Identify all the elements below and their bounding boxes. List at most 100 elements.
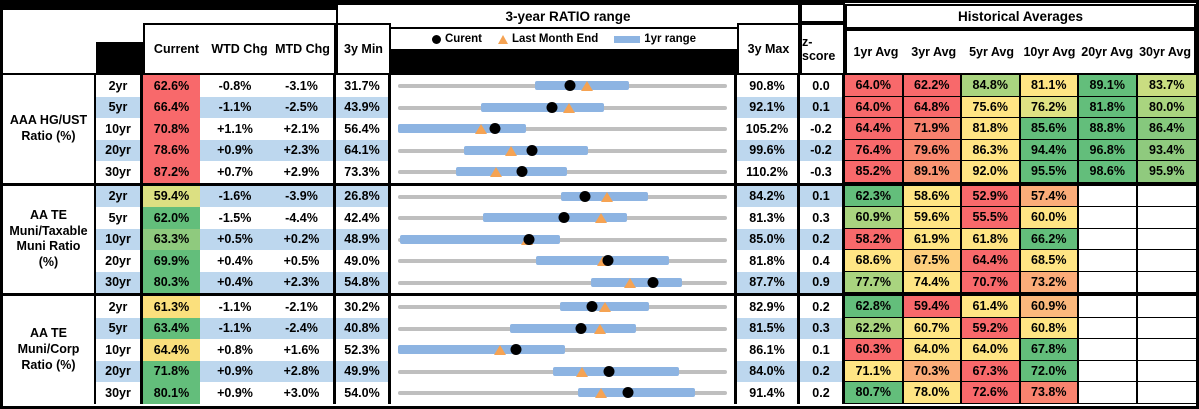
3y-min-cell: 54.8%	[336, 271, 391, 293]
wtd-chg-cell: -1.1%	[218, 299, 252, 314]
hist-avg-cell: 71.1%	[845, 360, 904, 382]
hist-avg-cell: 60.3%	[845, 339, 904, 361]
hist-avg-cell: 60.8%	[1020, 317, 1079, 339]
3y-min-cell: 26.8%	[336, 185, 391, 207]
range-chart-cell	[391, 382, 737, 404]
hist-avg-cell: 73.8%	[1020, 382, 1079, 404]
hist-avg-cell	[1079, 250, 1138, 272]
hist-avg-cell: 89.1%	[903, 161, 962, 183]
current-cell: 71.8%	[143, 360, 200, 382]
3y-max-cell: 105.2%	[737, 118, 800, 140]
mtd-chg-cell: +2.3%	[270, 271, 336, 293]
last-month-end-triangle-icon	[498, 34, 509, 44]
wtd-chg-cell: +0.9%	[200, 360, 270, 382]
hist-avg-cell: 59.4%	[903, 296, 962, 318]
hist-avg-cell: 64.4%	[962, 250, 1021, 272]
range-chart-cell	[391, 317, 737, 339]
wtd-chg-cell: -1.1%	[200, 317, 270, 339]
current-dot	[510, 344, 522, 355]
tenor-cell: 30yr	[96, 271, 143, 293]
chart-header-black-band	[391, 49, 737, 75]
tenor-cell: 10yr	[96, 228, 143, 250]
hist-avg-cell	[1079, 207, 1138, 229]
z-score-cell: 0.2	[800, 382, 845, 404]
current-cell: 64.4%	[143, 339, 200, 361]
hist-avg-cell: 86.3%	[962, 139, 1021, 161]
tenor-cell: 20yr	[96, 250, 143, 272]
hist-avg-cell	[1137, 250, 1196, 272]
current-cell: 80.1%	[143, 382, 200, 404]
range-plot	[398, 75, 727, 97]
3y-max-cell: 90.8%	[737, 75, 800, 97]
3y-min-cell: 54.0%	[336, 382, 391, 404]
hist-avg-cell: 72.0%	[1020, 360, 1079, 382]
hist-avg-cell: 67.5%	[903, 250, 962, 272]
range-track	[398, 280, 727, 285]
hist-avg-cell	[1137, 296, 1196, 318]
5yr-avg-column-header: 5yr Avg	[969, 45, 1015, 59]
z-score-cell: -0.2	[800, 139, 845, 161]
hist-avg-cell	[1079, 228, 1138, 250]
z-score-cell: 0.1	[800, 185, 845, 207]
current-cell: 70.8%	[143, 118, 200, 140]
hist-avg-cell: 76.4%	[845, 139, 904, 161]
range-plot	[398, 97, 727, 119]
hist-avg-cell: 62.3%	[845, 185, 904, 207]
tenor-cell: 20yr	[96, 360, 143, 382]
hist-avg-cell: 64.8%	[903, 96, 962, 118]
z-score-cell: 0.4	[800, 250, 845, 272]
range-plot	[398, 207, 727, 229]
current-dot	[526, 144, 538, 156]
z-score-cell: 0.3	[800, 317, 845, 339]
hist-avg-cell: 96.8%	[1079, 139, 1138, 161]
current-dot	[575, 322, 587, 334]
hist-avg-cell: 66.2%	[1020, 228, 1079, 250]
hist-avg-cell: 71.9%	[903, 118, 962, 140]
range-chart-cell	[391, 228, 737, 250]
3y-min-cell: 30.2%	[336, 296, 391, 318]
hist-avg-cell	[1137, 317, 1196, 339]
current-cell: 62.6%	[143, 75, 200, 97]
chart-section-title: 3-year RATIO range	[336, 3, 800, 29]
hist-avg-cell: 74.4%	[903, 271, 962, 293]
hist-avg-cell: 64.4%	[845, 118, 904, 140]
3y-min-cell: 40.8%	[336, 317, 391, 339]
hist-avg-cell: 64.0%	[962, 339, 1021, 361]
range-chart-cell	[391, 139, 737, 161]
wtd-chg-cell: -1.1%	[200, 96, 270, 118]
top-black-bar	[3, 3, 336, 10]
tenor-cell: 30yr	[96, 161, 143, 183]
historical-averages-columns-header: 1yr Avg 3yr Avg 5yr Avg 10yr Avg 20yr Av…	[845, 29, 1196, 75]
range-chart-cell	[391, 250, 737, 272]
hist-avg-cell: 78.0%	[903, 382, 962, 404]
table-body: AAA HG/UST Ratio (%) 2yr 62.6% -0.8% -3.1% 31…	[3, 75, 1196, 404]
mtd-chg-cell: -3.1%	[270, 75, 336, 97]
current-dot-icon	[431, 34, 441, 44]
wtd-chg-cell: +0.9%	[200, 139, 270, 161]
1yr-range-bar	[509, 323, 637, 333]
3y-min-cell: 31.7%	[336, 75, 391, 97]
tenor-cell: 2yr	[96, 185, 143, 207]
hist-avg-cell	[1079, 382, 1138, 404]
range-plot	[398, 186, 727, 208]
hist-avg-cell: 68.5%	[1020, 250, 1079, 272]
current-dot	[602, 255, 614, 266]
hist-avg-cell: 58.6%	[903, 185, 962, 207]
hist-avg-cell	[1079, 271, 1138, 293]
wtd-chg-cell: -1.5%	[218, 210, 252, 225]
hist-avg-cell: 84.8%	[962, 75, 1021, 97]
3y-min-cell: 56.4%	[336, 118, 391, 140]
legend-1yr-range-label: 1yr range	[644, 33, 697, 45]
tenor-cell: 5yr	[96, 207, 143, 229]
historical-averages-title: Historical Averages	[845, 4, 1196, 29]
wtd-chg-cell: -1.6%	[200, 185, 270, 207]
current-cell: 63.3%	[143, 228, 200, 250]
mtd-chg-column-header: MTD Chg	[275, 42, 330, 56]
tenor-cell: 5yr	[96, 96, 143, 118]
3y-min-cell: 48.9%	[336, 228, 391, 250]
1yr-range-bar	[398, 124, 527, 133]
wtd-chg-cell: +0.7%	[217, 164, 253, 179]
z-score-column-header: z-score	[800, 23, 845, 75]
hist-avg-cell: 52.9%	[962, 185, 1021, 207]
range-chart-cell	[391, 207, 737, 229]
